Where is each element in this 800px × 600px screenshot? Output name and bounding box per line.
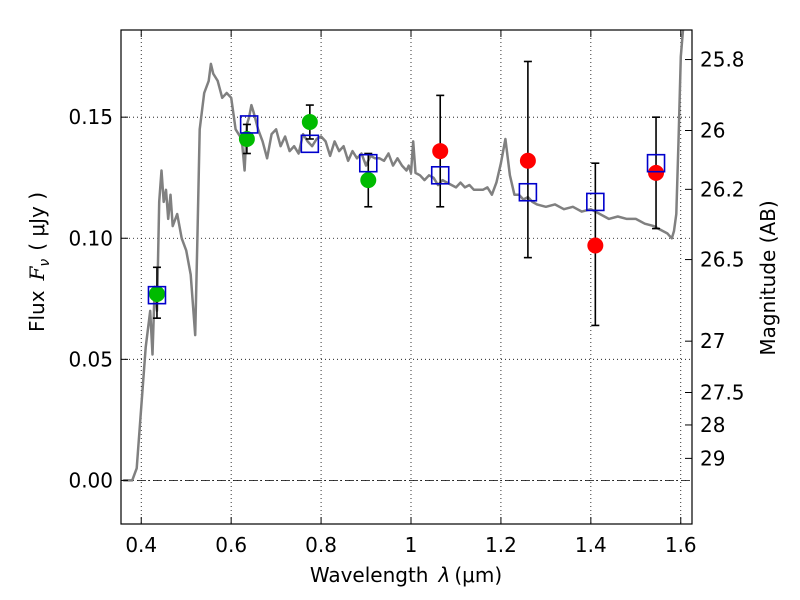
magnitude-tick-label: 26 — [700, 118, 725, 142]
x-axis-ticks: 0.4 0.6 0.8 1 1.2 1.4 1.6 — [125, 30, 697, 557]
x-tick-label: 1.6 — [665, 533, 697, 557]
x-tick-label: 1.4 — [575, 533, 607, 557]
observed-flux-point — [360, 172, 377, 189]
data-points — [148, 114, 665, 302]
observed-flux-point — [148, 285, 165, 302]
y-axis-label: Flux Fν ( μJy ) — [25, 192, 53, 332]
magnitude-tick-label: 26.2 — [700, 177, 745, 201]
plot-frame — [120, 29, 693, 525]
x-axis-label-text: Wavelength — [310, 563, 429, 587]
observed-flux-point — [648, 164, 665, 181]
observed-flux-point — [587, 237, 604, 254]
sed-model-line — [123, 29, 685, 482]
x-tick-label: 0.6 — [215, 533, 247, 557]
observed-flux-point — [301, 114, 318, 131]
observed-flux-point — [519, 152, 536, 169]
synthetic-flux-square — [300, 134, 320, 154]
sed-curve — [123, 29, 685, 482]
magnitude-tick-label: 29 — [700, 446, 725, 470]
y-axis-label-symbol: F — [25, 265, 49, 281]
synthetic-photometry — [147, 115, 666, 305]
x-tick-label: 1 — [405, 533, 418, 557]
synthetic-flux-square — [518, 182, 538, 202]
observed-flux-point — [432, 143, 449, 160]
x-tick-label: 0.4 — [125, 533, 157, 557]
y-axis-ticks: 0.00 0.05 0.10 0.15 — [68, 105, 128, 492]
synthetic-flux-square — [430, 165, 450, 185]
y-tick-label: 0.00 — [68, 468, 113, 492]
plot-area — [121, 30, 692, 524]
y-axis-label-subscript: ν — [37, 259, 53, 267]
y-tick-label: 0.10 — [68, 226, 113, 250]
magnitude-tick-label: 27.5 — [700, 381, 745, 405]
observed-flux-point — [238, 130, 255, 147]
y-tick-label: 0.15 — [68, 105, 113, 129]
magnitude-axis-label: Magnitude (AB) — [756, 200, 780, 355]
magnitude-tick-label: 25.8 — [700, 48, 745, 72]
y-axis-label-unit: ( μJy ) — [25, 192, 49, 251]
plot-background — [121, 30, 692, 524]
synthetic-flux-square — [586, 192, 605, 212]
x-axis-label-symbol: λ — [438, 563, 451, 587]
magnitude-axis-ticks: 25.8 26 26.2 26.5 27 27.5 28 29 — [685, 48, 745, 470]
x-tick-label: 1.2 — [485, 533, 517, 557]
synthetic-flux-square — [646, 153, 666, 173]
magnitude-tick-label: 27 — [700, 329, 725, 353]
magnitude-tick-label: 28 — [700, 413, 725, 437]
synthetic-flux-square — [147, 285, 167, 305]
x-axis-label-unit: (μm) — [454, 563, 502, 587]
x-axis-label: Wavelength λ (μm) — [310, 563, 502, 587]
magnitude-tick-label: 26.5 — [700, 248, 745, 272]
y-axis-label-text: Flux — [25, 290, 49, 332]
synthetic-flux-square — [239, 115, 259, 134]
y-tick-label: 0.05 — [68, 347, 113, 371]
x-tick-label: 0.8 — [305, 533, 337, 557]
synthetic-flux-square — [358, 153, 378, 173]
